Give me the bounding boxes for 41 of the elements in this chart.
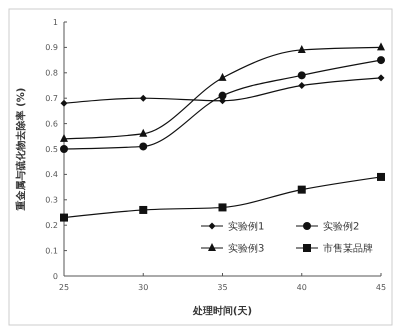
point bbox=[218, 92, 226, 100]
x-tick-label: 25 bbox=[58, 283, 70, 292]
legend-label: 实验例1 bbox=[228, 220, 264, 232]
x-tick-label: 40 bbox=[296, 283, 307, 292]
point bbox=[139, 206, 148, 214]
point bbox=[60, 134, 68, 142]
legend-label: 实验例3 bbox=[228, 242, 264, 254]
point bbox=[298, 82, 306, 89]
y-tick-label: 0.8 bbox=[45, 68, 58, 78]
point bbox=[377, 56, 385, 64]
point bbox=[139, 128, 148, 137]
point bbox=[298, 71, 306, 80]
point bbox=[378, 74, 384, 82]
x-tick-label: 30 bbox=[138, 283, 148, 292]
y-tick-label: 0.4 bbox=[45, 170, 58, 180]
y-tick-label: 0 bbox=[52, 272, 58, 281]
point bbox=[218, 72, 226, 81]
y-tick-label: 0.6 bbox=[45, 119, 58, 128]
x-tick-label: 35 bbox=[217, 283, 228, 292]
y-tick-label: 0.1 bbox=[45, 246, 58, 256]
point bbox=[377, 42, 385, 50]
x-tick-label: 45 bbox=[376, 283, 386, 292]
point bbox=[298, 44, 306, 53]
y-tick-label: 0.2 bbox=[45, 221, 58, 230]
point bbox=[377, 172, 385, 181]
point bbox=[140, 94, 147, 102]
legend-label: 市售某品牌 bbox=[323, 242, 373, 254]
point bbox=[298, 186, 306, 194]
y-axis-title: 重金属与硫化物去除率 (%) bbox=[15, 88, 27, 212]
y-tick-label: 0.9 bbox=[45, 43, 58, 52]
point bbox=[60, 100, 68, 107]
y-tick-label: 0.7 bbox=[45, 94, 58, 103]
x-axis-title: 处理时间(天) bbox=[192, 305, 252, 317]
point bbox=[60, 145, 68, 153]
y-tick-label: 0.5 bbox=[45, 144, 58, 154]
point bbox=[218, 203, 226, 212]
point bbox=[60, 214, 68, 222]
y-tick-label: 0.3 bbox=[45, 196, 58, 205]
legend-label: 实验例2 bbox=[323, 220, 360, 232]
point bbox=[139, 142, 148, 150]
y-tick-label: 1 bbox=[52, 18, 58, 27]
